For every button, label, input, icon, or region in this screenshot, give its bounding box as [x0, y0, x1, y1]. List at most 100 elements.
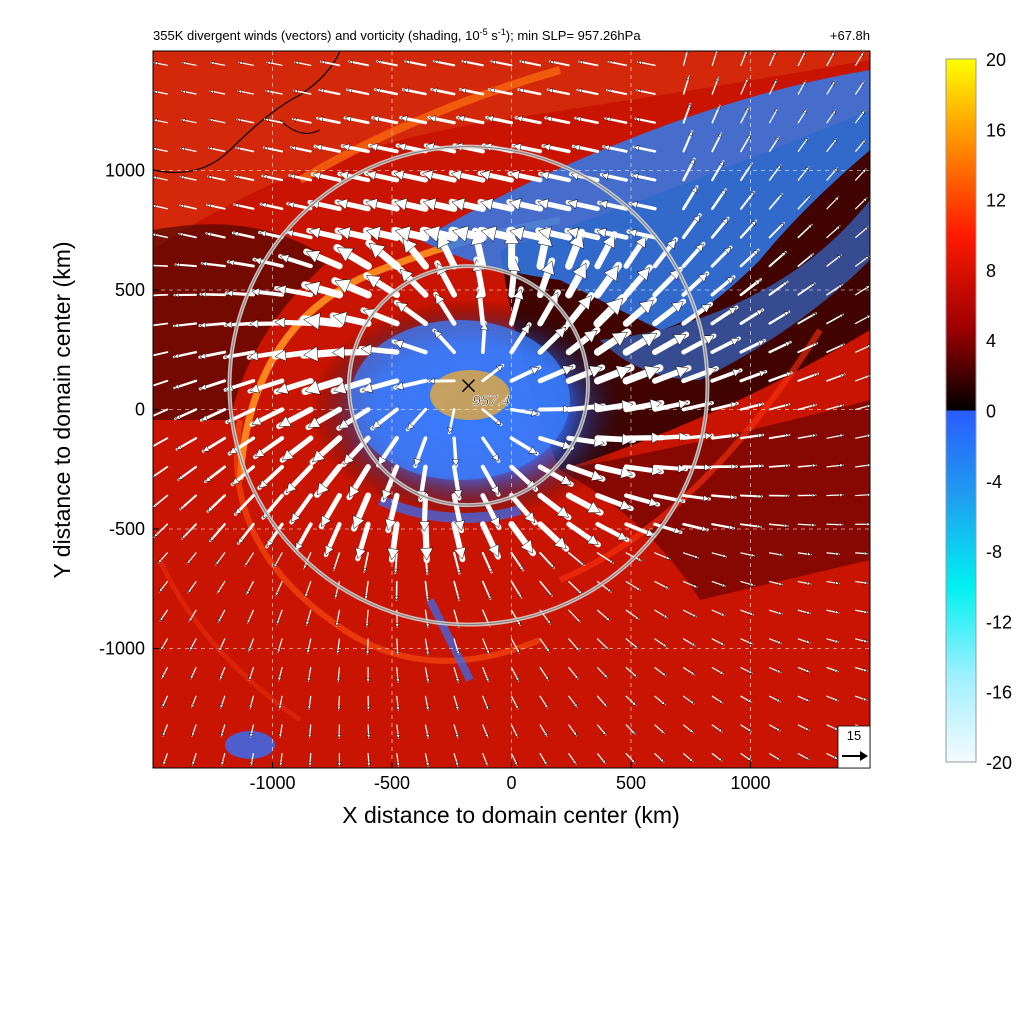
wind-vector-head [745, 106, 750, 112]
wind-vector-head [690, 641, 696, 647]
wind-vector-head [575, 116, 582, 123]
wind-vector-head [174, 292, 179, 298]
wind-vector-head [746, 727, 752, 732]
x-tick-label: 1000 [730, 773, 770, 793]
wind-vector-head [209, 535, 216, 542]
wind-vector-head [634, 116, 641, 123]
wind-vector-head [515, 115, 523, 123]
wind-vector-head [210, 60, 215, 66]
wind-vector-head [866, 315, 870, 320]
time-label: +67.8h [830, 28, 870, 43]
wind-vector-head [583, 329, 598, 344]
wind-vector-head [730, 494, 736, 501]
wind-vector-head [537, 226, 552, 241]
wind-vector-head [216, 589, 222, 595]
wind-vector-head [611, 331, 628, 347]
wind-vector-head [678, 399, 689, 410]
wind-vector-head [573, 702, 578, 708]
wind-vector-head [837, 284, 843, 289]
colorbar-tick-label: -20 [986, 753, 1012, 773]
wind-vector-head [177, 474, 184, 480]
wind-vector-head [804, 755, 810, 760]
wind-vector-head [419, 547, 434, 561]
wind-vector-head [485, 649, 490, 655]
wind-vector-head [631, 172, 639, 180]
wind-vector-head [721, 217, 729, 225]
wind-vector-head [603, 265, 619, 282]
wind-vector-head [220, 761, 225, 766]
wind-vector-head [208, 146, 213, 152]
range-ring-inner [228, 146, 708, 626]
wind-vector-head [747, 698, 753, 703]
wind-vector-head [834, 609, 840, 615]
wind-vector-head [394, 596, 399, 601]
wind-vector-head [602, 702, 607, 707]
wind-vector-head [454, 733, 460, 739]
wind-vector-head [513, 760, 518, 766]
wind-vector-head [660, 700, 666, 705]
wind-vector-head [219, 703, 225, 709]
wind-vector-head [811, 403, 817, 408]
wind-vector-head [776, 164, 781, 170]
wind-vector-head [700, 303, 712, 314]
x-tick-label: 500 [616, 773, 646, 793]
wind-vector-head [601, 172, 610, 181]
wind-vector-head [278, 733, 283, 738]
wind-vector-head [307, 416, 321, 428]
wind-vector-head [276, 648, 282, 653]
wind-vector-head [572, 143, 581, 152]
wind-vector-head [496, 365, 504, 372]
wind-vector-head [336, 677, 341, 683]
wind-vector-head [361, 382, 374, 394]
wind-vector-head [348, 485, 361, 498]
wind-vector-head [366, 706, 371, 711]
wind-vector-head [863, 638, 868, 644]
wind-vector-head [748, 640, 754, 645]
wind-vector-head [365, 198, 379, 211]
wind-vector-head [455, 650, 460, 656]
wind-vector-head [424, 596, 430, 601]
colorbar-ticks: 20 16 12 8 4 0 -4 -8 -12 -16 -20 [986, 50, 1012, 773]
wind-vector-head [365, 275, 382, 289]
wind-vector-head [285, 481, 297, 494]
wind-vector-head [835, 225, 841, 231]
wind-vector-head [812, 463, 817, 468]
wind-vector-head [364, 622, 370, 628]
wind-vector-head [811, 313, 817, 318]
wind-vector-head [862, 197, 868, 203]
wind-vector-head [749, 582, 755, 587]
wind-vector-head [488, 87, 496, 94]
wind-vector-head [743, 78, 749, 84]
wind-vector-head [371, 419, 382, 429]
wind-vector-head [293, 89, 298, 94]
wind-vector-head [259, 230, 267, 238]
wind-vector-head [659, 729, 665, 734]
wind-vector-head [862, 667, 868, 673]
y-axis-title: Y distance to domain center (km) [49, 241, 75, 578]
wind-vector-head [836, 254, 842, 260]
wind-vector-head [601, 730, 607, 736]
wind-vector-head [451, 225, 470, 243]
wind-vector-head [290, 145, 297, 151]
wind-vector-head [453, 489, 463, 499]
wind-vector-head [225, 289, 234, 298]
wind-vector-head [606, 88, 612, 94]
wind-vector-head [335, 649, 341, 655]
wind-vector-head [807, 224, 813, 229]
wind-vector-head [425, 678, 430, 683]
wind-vector-head [366, 734, 371, 739]
wind-vector-head [586, 500, 601, 513]
wind-vector-head [605, 297, 624, 316]
wind-vector-head [838, 522, 844, 527]
wind-vector-head [386, 547, 400, 561]
wind-vector-head [520, 323, 530, 335]
wind-vector-shaft [153, 264, 169, 267]
wind-vector-head [630, 729, 636, 735]
reference-vector-label: 15 [847, 728, 861, 743]
wind-vector-head [332, 311, 348, 326]
wind-vector-head [180, 118, 186, 123]
wind-vector-head [718, 670, 724, 675]
wind-vector-head [866, 433, 870, 439]
wind-vector-head [572, 262, 587, 280]
wind-vector-head [603, 144, 610, 152]
